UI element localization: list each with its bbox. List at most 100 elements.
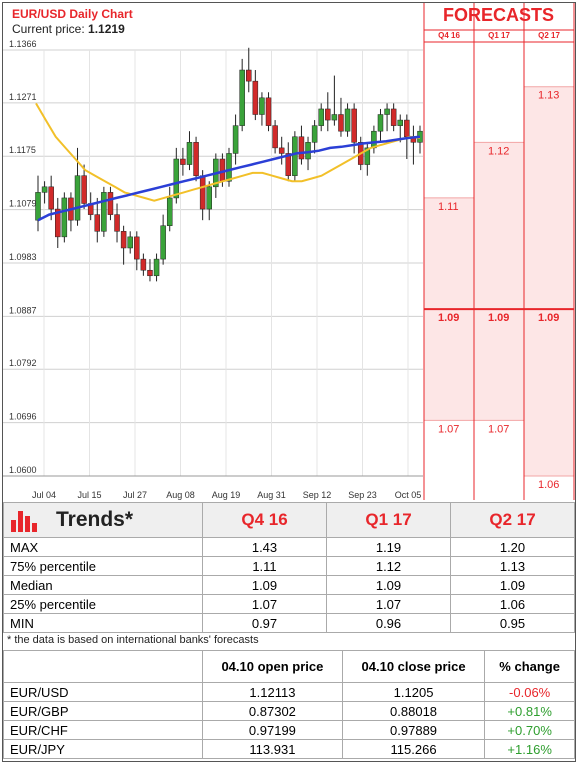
forecast-value: 1.07 xyxy=(488,423,509,435)
candle-body xyxy=(186,142,193,165)
y-tick-label: 1.0792 xyxy=(9,358,37,368)
trends-col-q4: Q4 16 xyxy=(202,502,327,538)
forecast-value: 1.09 xyxy=(538,312,559,324)
candle-body xyxy=(305,142,311,160)
candle-body xyxy=(252,80,259,115)
close-price: 1.1205 xyxy=(341,682,486,702)
trends-row-label: 25% percentile xyxy=(3,594,203,614)
forecast-value: 1.07 xyxy=(438,423,459,435)
trends-col-q2: Q2 17 xyxy=(450,502,575,538)
candle-body xyxy=(397,119,403,126)
candle-body xyxy=(160,225,166,260)
forecasts-title: FORECASTS xyxy=(442,5,554,25)
trends-cell: 1.13 xyxy=(450,556,575,576)
x-tick-label: Sep 12 xyxy=(303,490,332,500)
trends-title-cell: Trends* xyxy=(3,502,203,538)
pair-label: EUR/GBP xyxy=(3,701,203,721)
percent-change: -0.06% xyxy=(484,682,575,702)
eurusd-chart: 1.1366 1.1271 1.1175 1.1079 1.0983 1.0887 1.07… xyxy=(3,3,575,500)
trends-footnote: * the data is based on international ban… xyxy=(7,634,259,646)
candle-body xyxy=(120,231,127,249)
trends-row: Median 1.09 1.09 1.09 xyxy=(3,575,575,595)
y-tick-label: 1.0696 xyxy=(9,412,37,422)
trends-cell: 1.19 xyxy=(326,537,451,557)
candle-body xyxy=(384,108,390,115)
candle-body xyxy=(48,186,54,210)
trends-cell: 1.07 xyxy=(202,594,327,614)
candle-body xyxy=(364,147,371,165)
close-price: 0.97889 xyxy=(341,720,486,740)
x-tick-label: Jul 04 xyxy=(32,490,56,500)
y-tick-label: 1.0887 xyxy=(9,305,37,315)
bar-chart-icon xyxy=(11,511,37,533)
trends-cell: 1.09 xyxy=(326,575,451,595)
trends-row-label: MAX xyxy=(3,537,203,557)
candle-body xyxy=(134,236,140,260)
open-price: 113.931 xyxy=(202,739,343,759)
y-tick-label: 1.1366 xyxy=(9,39,37,49)
trends-row: 25% percentile 1.07 1.07 1.06 xyxy=(3,594,575,614)
candle-body xyxy=(344,108,351,132)
forecast-value: 1.06 xyxy=(538,479,559,491)
moving-average-slow-line xyxy=(37,135,421,222)
candle-body xyxy=(127,236,133,249)
moving-average-fast-line xyxy=(35,102,421,202)
prices-col-close: 04.10 close price xyxy=(341,650,486,683)
trends-cell: 0.97 xyxy=(202,613,327,633)
x-tick-label: Aug 31 xyxy=(257,490,286,500)
open-price: 0.87302 xyxy=(202,701,343,721)
forecast-value: 1.13 xyxy=(538,90,559,102)
close-price: 115.266 xyxy=(341,739,486,759)
x-tick-label: Aug 19 xyxy=(212,490,241,500)
candle-body xyxy=(140,258,147,271)
trends-table: Trends* Q4 16 Q1 17 Q2 17 MAX 1.43 1.19 1.2… xyxy=(3,502,575,633)
open-price: 0.97199 xyxy=(202,720,343,740)
chart-title: EUR/USD Daily Chart xyxy=(12,7,133,21)
prices-row: EUR/CHF 0.97199 0.97889 +0.70% xyxy=(3,720,575,740)
prices-col-open: 04.10 open price xyxy=(202,650,343,683)
y-tick-label: 1.1175 xyxy=(9,145,36,155)
candle-body xyxy=(259,97,265,115)
x-tick-label: Jul 15 xyxy=(77,490,101,500)
y-tick-label: 1.1079 xyxy=(9,199,37,209)
trends-cell: 1.09 xyxy=(202,575,327,595)
candles xyxy=(35,47,423,282)
y-tick-label: 1.0600 xyxy=(9,465,37,475)
forecast-range xyxy=(524,86,574,477)
candle-body xyxy=(61,197,68,238)
trends-cell: 1.07 xyxy=(326,594,451,614)
candle-body xyxy=(94,214,101,232)
candle-body xyxy=(239,69,245,126)
candle-body xyxy=(404,119,410,138)
prices-col-change: % change xyxy=(484,650,575,683)
trends-row-label: 75% percentile xyxy=(3,556,203,576)
prices-row: EUR/USD 1.12113 1.1205 -0.06% xyxy=(3,682,575,702)
candle-body xyxy=(232,125,239,154)
candle-body xyxy=(153,258,160,277)
trends-title: Trends* xyxy=(56,507,134,531)
candle-body xyxy=(180,158,186,165)
current-price: Current price: 1.1219 xyxy=(12,22,125,36)
trends-cell: 1.12 xyxy=(326,556,451,576)
forecast-col-label: Q1 17 xyxy=(488,31,510,40)
x-axis-labels: Jul 04 Jul 15 Jul 27 Aug 08 Aug 19 Aug 31 Sep … xyxy=(32,490,421,500)
percent-change: +0.81% xyxy=(484,701,575,721)
prices-header-row: 04.10 open price 04.10 close price % cha… xyxy=(3,650,575,683)
candle-body xyxy=(81,175,87,204)
forecast-col-label: Q4 16 xyxy=(438,31,460,40)
candle-body xyxy=(371,130,377,149)
candle-body xyxy=(173,158,180,199)
candle-body xyxy=(377,114,384,132)
trends-row-label: MIN xyxy=(3,613,203,633)
trends-row: 75% percentile 1.11 1.12 1.13 xyxy=(3,556,575,576)
x-tick-label: Aug 08 xyxy=(166,490,195,500)
candle-body xyxy=(226,153,232,182)
candle-body xyxy=(338,114,344,132)
candle-body xyxy=(292,136,298,176)
trends-header-row: Trends* Q4 16 Q1 17 Q2 17 xyxy=(3,502,575,538)
candle-body xyxy=(55,208,61,238)
trends-cell: 1.09 xyxy=(450,575,575,595)
candle-body xyxy=(298,136,305,160)
trends-row: MAX 1.43 1.19 1.20 xyxy=(3,537,575,557)
